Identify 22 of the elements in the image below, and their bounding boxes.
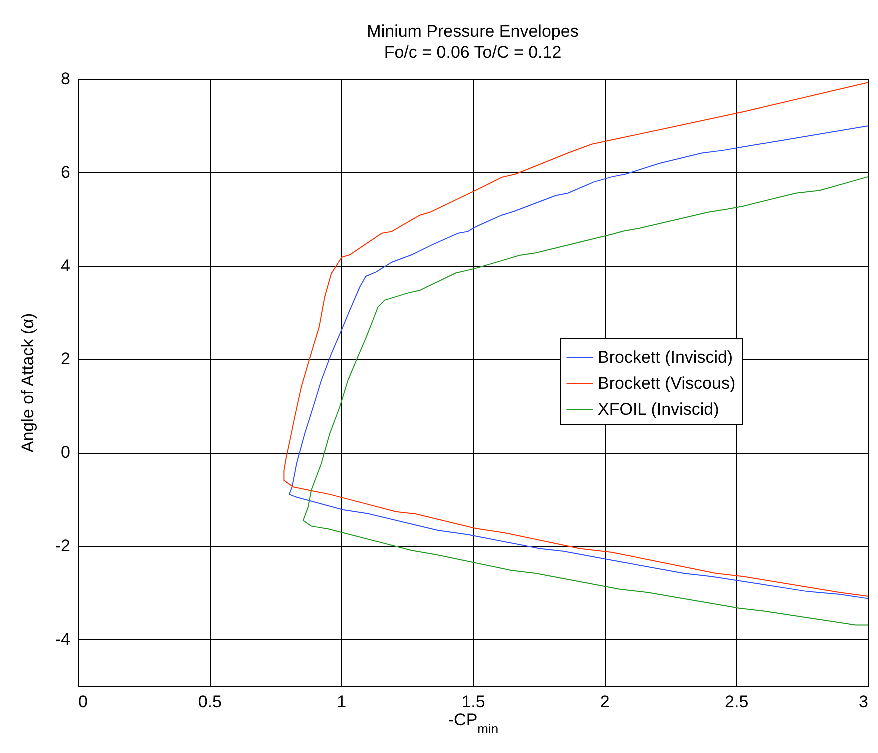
x-tick-label: 2.5 [725,692,749,712]
y-tick-label: -2 [55,536,70,556]
x-tick-label: 2 [600,692,610,712]
chart-title: Minium Pressure Envelopes [367,22,579,41]
y-tick-label: 6 [61,162,70,182]
y-tick-label: -4 [55,630,70,649]
y-tick-label: 4 [61,256,70,276]
legend-label: XFOIL (Inviscid) [598,400,720,419]
y-axis-title: Angle of Attack (α) [18,313,38,453]
y-tick-label: 8 [61,70,70,88]
x-tick-label: 1.5 [462,692,486,712]
legend-label: Brockett (Inviscid) [598,348,734,367]
x-tick-label: 0 [78,692,88,712]
y-tick-label: 2 [61,350,70,369]
x-tick-label: 3 [859,692,868,712]
y-tick-label: 0 [61,443,70,462]
x-axis-title: -CP$_{min}$ [448,710,499,736]
line-series [302,176,868,626]
x-tick-label: 1 [337,692,347,712]
x-tick-label: 0.5 [198,692,222,712]
legend-label: Brockett (Viscous) [598,374,736,393]
chart-subtitle: Fo/c = 0.06 To/C = 0.12 [384,43,562,62]
